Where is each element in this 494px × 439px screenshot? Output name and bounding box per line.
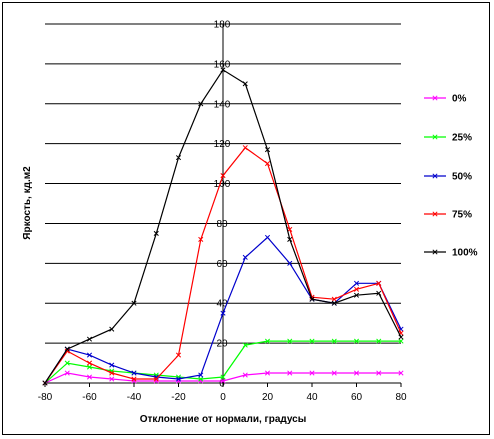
data-point-100%-80: [398, 334, 404, 340]
x-tick-label--20: -20: [171, 392, 186, 403]
data-point-50%-0: [220, 310, 226, 316]
data-point-75%--60: [86, 360, 93, 366]
data-point-50%--60: [86, 352, 93, 358]
data-point-100%-50: [331, 300, 337, 306]
legend-label-25%: 25%: [452, 133, 472, 144]
data-point-100%-30: [287, 236, 293, 242]
y-tick-label-120: 120: [214, 139, 231, 150]
data-point-75%-0: [220, 173, 226, 179]
legend-marker-25%: [432, 134, 438, 140]
x-axis-title: Отклонение от нормали, градусы: [140, 414, 307, 425]
y-tick-label-100: 100: [214, 179, 231, 190]
data-point-100%-10: [242, 81, 248, 87]
legend-marker-100%: [432, 249, 438, 255]
data-point-75%-10: [242, 145, 248, 151]
x-tick-label--40: -40: [127, 392, 142, 403]
data-point-25%-60: [353, 338, 360, 344]
data-point-75%-20: [264, 161, 271, 167]
data-point-100%-20: [264, 147, 271, 153]
data-point-25%-0: [220, 374, 226, 380]
legend-label-0%: 0%: [452, 94, 467, 105]
data-point-100%--60: [86, 336, 93, 342]
y-tick-label-0: 0: [219, 379, 225, 390]
data-point-75%--50: [109, 370, 115, 376]
y-tick-label-20: 20: [216, 339, 228, 350]
x-tick-label--80: -80: [38, 392, 53, 403]
data-point-25%--10: [198, 376, 204, 382]
y-tick-label-60: 60: [216, 259, 228, 270]
data-point-100%--20: [175, 155, 182, 161]
data-point-75%--20: [175, 352, 182, 358]
data-point-100%--10: [198, 101, 204, 107]
legend-marker-0%: [432, 95, 438, 101]
data-point-100%--50: [109, 326, 115, 332]
data-point-0%-10: [242, 372, 248, 378]
chart-frame: [2, 2, 490, 435]
x-tick-label-40: 40: [306, 392, 318, 403]
x-tick-label-80: 80: [395, 392, 407, 403]
data-point-0%--60: [86, 374, 93, 380]
data-point-75%--70: [64, 348, 70, 354]
legend-label-100%: 100%: [452, 248, 478, 259]
data-point-50%--50: [109, 362, 115, 368]
data-point-50%--10: [198, 372, 204, 378]
data-point-25%-80: [398, 338, 404, 344]
y-tick-label-80: 80: [216, 219, 228, 230]
data-point-50%-30: [287, 260, 293, 266]
data-point-100%-0: [220, 67, 226, 73]
x-tick-label-20: 20: [262, 392, 274, 403]
data-point-0%-0: [220, 378, 226, 384]
data-point-75%-60: [353, 286, 360, 292]
data-point-0%-40: [309, 370, 315, 376]
data-point-0%--10: [198, 378, 204, 384]
data-point-75%--40: [131, 376, 137, 382]
data-point-0%--70: [64, 370, 70, 376]
data-point-75%-70: [376, 280, 382, 286]
data-point-25%-40: [309, 338, 315, 344]
data-point-25%-70: [376, 338, 382, 344]
data-point-50%--20: [175, 376, 182, 382]
data-point-50%--40: [131, 370, 137, 376]
y-tick-label-160: 160: [214, 59, 231, 70]
data-point-75%-50: [331, 296, 337, 302]
data-point-100%--40: [131, 300, 137, 306]
data-point-50%-10: [242, 254, 248, 260]
x-tick-label-0: 0: [220, 392, 226, 403]
x-tick-label--60: -60: [82, 392, 97, 403]
data-point-50%-20: [264, 234, 271, 240]
data-point-0%-80: [398, 370, 404, 376]
data-point-100%-70: [376, 290, 382, 296]
data-point-0%-60: [353, 370, 360, 376]
data-point-75%--10: [198, 236, 204, 242]
data-point-0%--20: [175, 378, 182, 384]
data-point-0%-70: [376, 370, 382, 376]
data-point-25%-30: [287, 338, 293, 344]
legend-label-50%: 50%: [452, 172, 472, 183]
y-axis-title: Яркость, кд.м2: [22, 166, 33, 240]
data-point-100%--80: [42, 380, 48, 386]
x-tick-label-60: 60: [351, 392, 363, 403]
data-point-0%-50: [331, 370, 337, 376]
data-point-100%--30: [153, 230, 159, 236]
data-point-75%--30: [153, 376, 159, 382]
data-point-25%-10: [242, 342, 248, 348]
y-tick-label-140: 140: [214, 99, 231, 110]
y-tick-label-40: 40: [216, 299, 228, 310]
legend-marker-75%: [432, 211, 438, 217]
legend-label-75%: 75%: [452, 210, 472, 221]
data-point-0%-30: [287, 370, 293, 376]
y-tick-label-180: 180: [214, 20, 231, 31]
data-point-0%--50: [109, 376, 115, 382]
data-point-25%-20: [264, 338, 271, 344]
data-point-100%--70: [64, 346, 70, 352]
data-point-50%-60: [353, 280, 360, 286]
data-point-100%-60: [353, 292, 360, 298]
data-point-0%-20: [264, 370, 271, 376]
data-point-100%-40: [309, 296, 315, 302]
legend-marker-50%: [432, 173, 438, 179]
data-point-25%--70: [64, 360, 70, 366]
data-point-25%--60: [86, 364, 93, 370]
data-point-25%-50: [331, 338, 337, 344]
